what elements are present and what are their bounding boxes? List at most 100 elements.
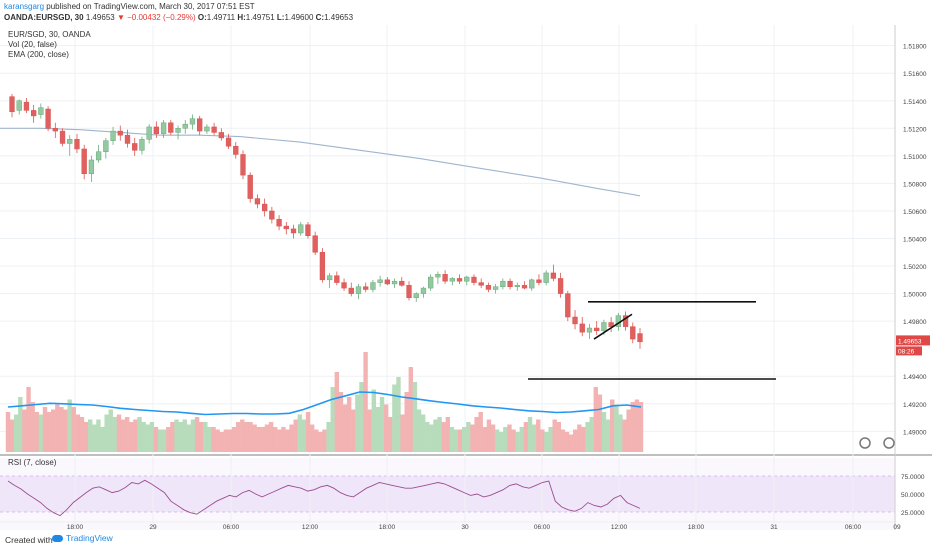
volume-bar <box>141 422 146 452</box>
volume-bar <box>305 412 311 452</box>
volume-bar <box>79 417 85 452</box>
volume-bar <box>556 422 561 452</box>
volume-bar <box>392 384 397 452</box>
rsi-tick-label: 25.0000 <box>901 510 925 517</box>
volume-bar <box>379 397 385 452</box>
tradingview-logo[interactable]: TradingView <box>52 533 113 543</box>
volume-bar <box>383 404 389 452</box>
volume-bar <box>441 422 446 452</box>
volume-bar <box>630 402 635 452</box>
author-link[interactable]: karansgarg <box>4 2 45 11</box>
rsi-line <box>7 479 641 517</box>
last-price-badge-text: 1.49653 <box>898 338 922 345</box>
volume-bar <box>153 427 159 452</box>
volume-bar <box>453 429 459 452</box>
volume-bar <box>207 427 212 452</box>
candle-body <box>31 110 37 117</box>
volume-bar <box>281 427 286 452</box>
volume-bar <box>272 427 278 452</box>
y-tick-label: 1.50200 <box>903 264 927 271</box>
volume-bar <box>408 367 414 452</box>
volume-bar <box>494 429 500 452</box>
volume-bar <box>416 409 422 452</box>
volume-bar <box>100 427 105 452</box>
candle-body <box>276 218 282 227</box>
candle-body <box>52 128 58 132</box>
candle-body <box>290 228 297 234</box>
volume-bar <box>198 422 204 452</box>
volume-bar <box>634 399 640 452</box>
candle-body <box>413 293 419 298</box>
last-price: 1.49653 <box>85 13 115 22</box>
volume-bar <box>38 414 44 452</box>
volume-bar <box>614 404 619 452</box>
volume-bar <box>59 407 64 452</box>
countdown-badge-text: 08:26 <box>898 348 915 355</box>
volume-bar <box>330 387 335 452</box>
volume-bar <box>149 422 155 452</box>
candle-body <box>565 293 571 318</box>
volume-bar <box>145 424 150 452</box>
replay-icon <box>859 437 871 449</box>
volume-bar <box>244 422 249 452</box>
candle-body <box>637 333 643 343</box>
y-tick-label: 1.50600 <box>903 209 927 216</box>
volume-bar <box>470 424 475 452</box>
volume-bar <box>264 424 270 452</box>
y-tick-label: 1.49400 <box>903 374 927 381</box>
candle-body <box>622 315 629 327</box>
candle-body <box>492 286 499 290</box>
volume-bar <box>211 427 216 452</box>
volume-bar <box>375 407 381 452</box>
candle-body <box>514 285 520 287</box>
volume-bar <box>161 429 167 452</box>
candle-body <box>579 323 585 333</box>
volume-bar <box>166 427 171 452</box>
rsi-tick-label: 75.0000 <box>901 474 925 481</box>
volume-bar <box>568 434 574 452</box>
volume-bar <box>523 422 529 452</box>
chart-area[interactable]: 1.51800 1.51600 1.51400 1.51200 1.51000 1.508… <box>0 25 932 531</box>
candle-body <box>478 282 484 286</box>
close-label: C: <box>315 13 325 22</box>
volume-bar <box>564 432 570 452</box>
volume-bar <box>540 429 545 452</box>
price-chart-svg[interactable]: 1.51800 1.51600 1.51400 1.51200 1.51000 1.508… <box>0 25 932 531</box>
volume-bar <box>223 429 229 452</box>
candle-body <box>153 126 160 135</box>
volume-bar <box>137 417 142 452</box>
volume-bar <box>194 417 200 452</box>
volume-bar <box>338 392 344 452</box>
volume-bar <box>573 429 578 452</box>
volume-bar <box>297 414 303 452</box>
candle-body <box>9 96 15 113</box>
candle-body <box>377 279 383 283</box>
volume-bar <box>170 422 175 452</box>
candle-body <box>399 280 405 286</box>
candle-body <box>319 252 326 281</box>
candle-body <box>550 272 557 279</box>
open-label: O: <box>197 13 207 22</box>
volume-bar <box>256 427 261 452</box>
volume-bar <box>342 404 348 452</box>
volume-bar <box>34 412 39 452</box>
candle-body <box>557 278 564 294</box>
rsi-tick-label: 50.0000 <box>901 492 925 499</box>
low-value: 1.49600 <box>284 13 314 22</box>
candle-body <box>254 198 261 205</box>
x-tick-label: 18:00 <box>379 524 396 530</box>
volume-bar <box>314 429 319 452</box>
legend-symbol: EUR/SGD, 30, OANDA <box>8 30 91 39</box>
last-price-badge <box>896 335 930 346</box>
volume-bar <box>482 427 488 452</box>
volume-bar <box>14 414 19 452</box>
candle-body <box>608 322 614 327</box>
volume-bar <box>190 419 196 452</box>
candle-body <box>59 130 66 144</box>
x-tick-label: 09 <box>893 524 901 530</box>
candle-body <box>81 148 87 175</box>
volume-bar <box>536 419 541 452</box>
candle-body <box>312 235 318 253</box>
candle-body <box>326 275 333 281</box>
volume-bar <box>227 429 233 452</box>
